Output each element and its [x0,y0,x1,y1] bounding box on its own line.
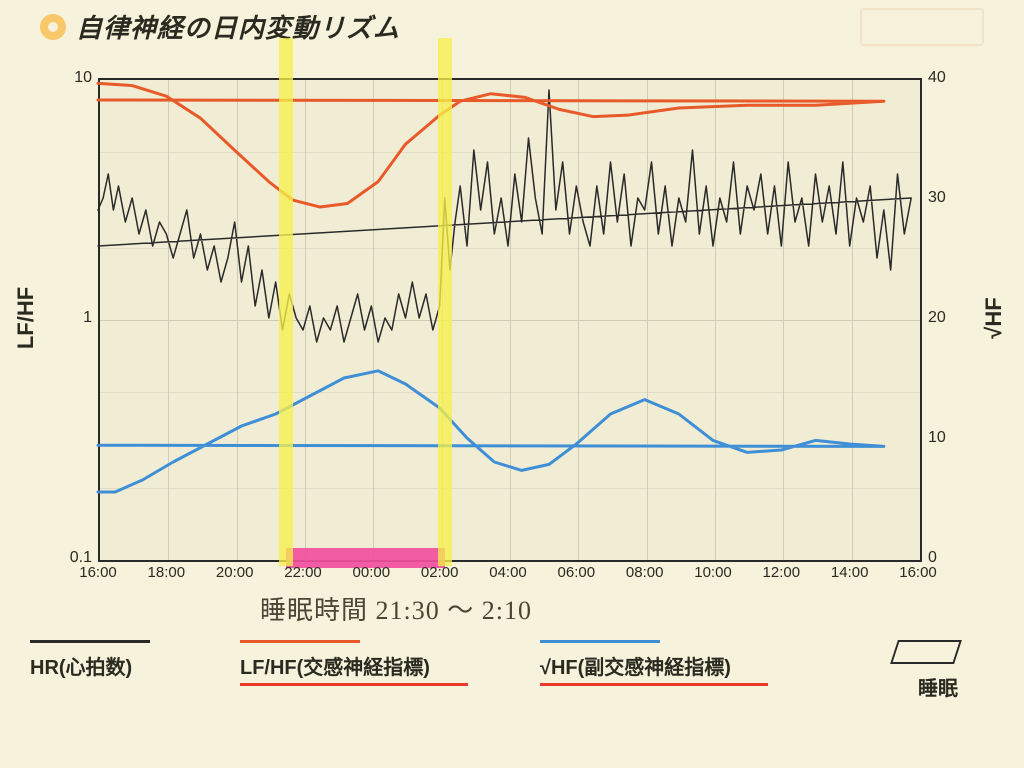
x-tick-label: 04:00 [489,564,527,581]
x-tick-label: 18:00 [148,564,186,581]
legend-lfhf-underline [240,683,468,686]
y-left-tick: 1 [83,309,92,327]
y-right-tick: 10 [928,429,946,447]
x-tick-label: 06:00 [558,564,596,581]
legend-hr-line [30,640,150,643]
x-tick-label: 14:00 [831,564,869,581]
legend-sqrthf-label: √HF(副交感神経指標) [540,651,768,680]
legend-lfhf-line [240,640,360,643]
y-right-tick: 20 [928,309,946,327]
x-tick-label: 02:00 [421,564,459,581]
x-tick-label: 00:00 [353,564,391,581]
y-right-tick: 0 [928,549,937,567]
x-tick-label: 20:00 [216,564,254,581]
legend-sleep-label: 睡眠 [860,672,958,701]
highlight-bar [279,38,293,566]
y-left-tick: 0.1 [70,549,92,567]
y-right-tick: 30 [928,189,946,207]
x-tick-label: 08:00 [626,564,664,581]
legend-sqrthf-underline [540,683,768,686]
y-left-tick: 10 [74,69,92,87]
legend-lfhf-label: LF/HF(交感神経指標) [240,651,468,680]
y-right-tick: 40 [928,69,946,87]
x-tick-label: 12:00 [763,564,801,581]
legend-hr-label: HR(心拍数) [30,651,150,680]
legend-sqrthf-line [540,640,660,643]
x-tick-label: 22:00 [284,564,322,581]
legend-sleep-box [890,640,962,664]
x-tick-label: 10:00 [694,564,732,581]
handwritten-note: 睡眠時間 21:30 ～ 2:10 [260,590,532,627]
highlight-bar [438,38,452,566]
